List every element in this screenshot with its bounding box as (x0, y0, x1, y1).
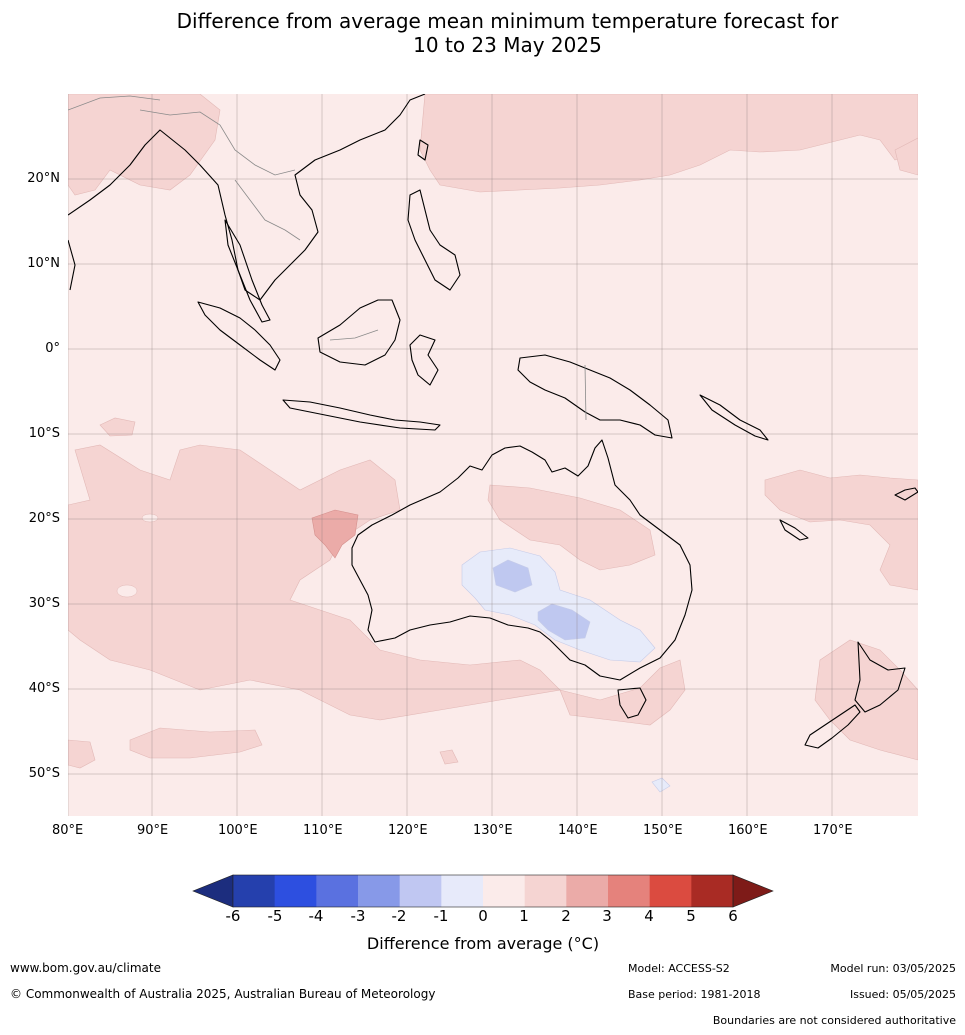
copyright-text: © Commonwealth of Australia 2025, Austra… (10, 987, 436, 1001)
colorbar-title: Difference from average (°C) (366, 934, 600, 953)
lat-label-10s: 10°S (28, 426, 60, 441)
new-zealand-north (854, 641, 906, 713)
colorbar-low-extend (192, 874, 234, 908)
australia-interior-warm (487, 484, 656, 571)
taiwan (417, 139, 429, 161)
borneo-coast (317, 299, 401, 366)
colorbar-tick: 6 (728, 907, 738, 925)
sulawesi-coast (409, 334, 439, 386)
colorbar-segment (566, 875, 609, 907)
cool-core-1 (492, 559, 533, 593)
colorbar-segment (233, 875, 276, 907)
strong-warm-patch (311, 509, 359, 559)
model-run-text: Model run: 03/05/2025 (830, 962, 956, 975)
small-base-patch-1 (141, 513, 159, 523)
indian-ocean-warm (68, 444, 561, 721)
south-pacific-warm (764, 469, 918, 591)
warm-anomaly-regions (68, 94, 918, 769)
sumatra-coast (197, 301, 281, 371)
colorbar-segment (524, 875, 567, 907)
southern-ocean-warm-2 (68, 739, 96, 769)
website-link[interactable]: www.bom.gov.au/climate (10, 961, 161, 975)
lat-label-50s: 50°S (28, 766, 60, 781)
lat-label-20s: 20°S (28, 511, 60, 526)
colorbar-tick: 2 (561, 907, 571, 925)
tasmania-coast (617, 687, 647, 719)
colorbar-high-extend (732, 874, 774, 908)
philippines-coast (407, 189, 461, 291)
east-pacific-warm (894, 137, 918, 176)
title-line-1: Difference from average mean minimum tem… (176, 9, 839, 33)
lat-label-10n: 10°N (27, 256, 60, 271)
colorbar-frame (232, 874, 734, 908)
map-title: Difference from average mean minimum tem… (0, 9, 965, 57)
colorbar-tick: 4 (644, 907, 654, 925)
colorbar-segment (649, 875, 692, 907)
title-line-2: 10 to 23 May 2025 (413, 33, 602, 57)
lon-label-120e: 120°E (388, 823, 428, 838)
colorbar-tick: -6 (225, 907, 241, 925)
colorbar-tick: -2 (391, 907, 407, 925)
colorbar-segment (691, 875, 734, 907)
lon-label-90e: 90°E (137, 823, 169, 838)
colorbar-tick: -3 (350, 907, 366, 925)
colorbar-tick: 0 (478, 907, 488, 925)
lat-label-40s: 40°S (28, 681, 60, 696)
india-coast (68, 239, 76, 291)
colorbar-segment (441, 875, 484, 907)
cool-anomaly-regions (461, 547, 671, 793)
solomon-islands (699, 394, 769, 441)
colorbar-tick: -4 (308, 907, 324, 925)
small-cool-patch (651, 777, 671, 793)
lon-label-150e: 150°E (643, 823, 683, 838)
new-guinea-coast (517, 354, 673, 439)
lon-label-100e: 100°E (218, 823, 258, 838)
country-borders (68, 95, 587, 421)
java-coast (282, 399, 441, 431)
colorbar-tick: 5 (686, 907, 696, 925)
lon-label-160e: 160°E (728, 823, 768, 838)
issued-text: Issued: 05/05/2025 (849, 988, 956, 1001)
colorbar-tick: 1 (519, 907, 529, 925)
model-text: Model: ACCESS-S2 (628, 962, 730, 975)
lon-label-110e: 110°E (303, 823, 343, 838)
small-warm-south (439, 749, 459, 765)
lon-label-130e: 130°E (473, 823, 513, 838)
malay-peninsula (224, 219, 271, 323)
colorbar-tick: -1 (433, 907, 449, 925)
colorbar-segment (399, 875, 442, 907)
lat-label-equator: 0° (45, 341, 60, 356)
colorbar-segment (483, 875, 526, 907)
lon-label-140e: 140°E (558, 823, 598, 838)
small-base-patch-2 (116, 584, 138, 598)
lat-label-30s: 30°S (28, 596, 60, 611)
new-zealand-south (804, 704, 861, 749)
asia-mainland-coast (68, 94, 426, 301)
colorbar-segment (274, 875, 317, 907)
colorbar-segment (358, 875, 401, 907)
southern-ocean-warm (129, 727, 263, 759)
lat-label-20n: 20°N (27, 171, 60, 186)
fiji (894, 487, 918, 501)
colorbar (192, 874, 774, 908)
disclaimer-text: Boundaries are not considered authoritat… (712, 1014, 956, 1027)
colorbar-tick: 3 (602, 907, 612, 925)
lon-label-80e: 80°E (52, 823, 84, 838)
asia-warm (68, 94, 221, 196)
new-caledonia (779, 519, 809, 541)
colorbar-tick: -5 (267, 907, 283, 925)
colorbar-segment (316, 875, 359, 907)
north-pacific-warm (419, 94, 918, 193)
base-period-text: Base period: 1981-2018 (628, 988, 761, 1001)
graticule (68, 94, 918, 816)
lon-label-170e: 170°E (813, 823, 853, 838)
colorbar-segment (608, 875, 651, 907)
coastlines (68, 94, 918, 749)
tasman-warm (559, 659, 686, 726)
australia-coast (351, 439, 693, 681)
